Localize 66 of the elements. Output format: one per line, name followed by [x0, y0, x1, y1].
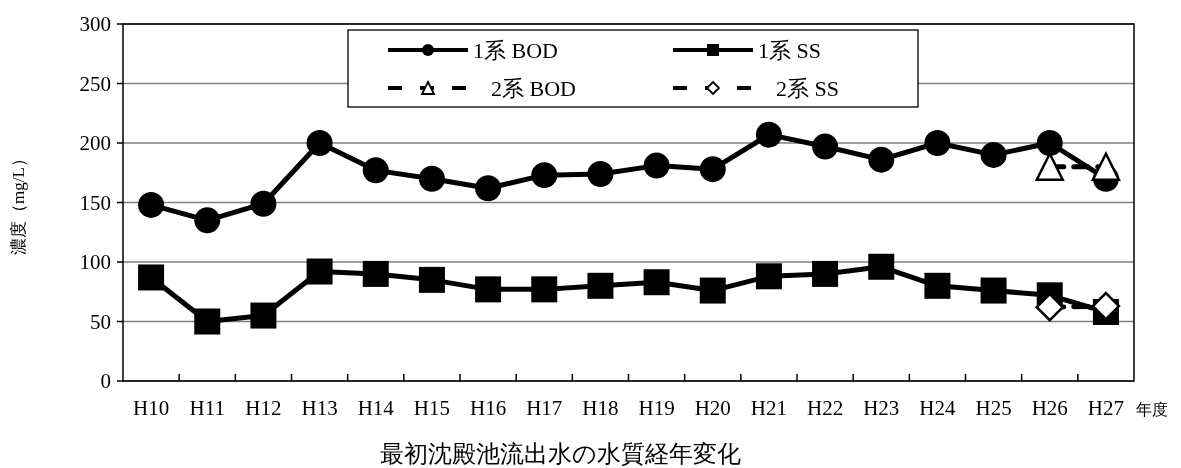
point	[755, 263, 782, 290]
point	[418, 165, 445, 192]
point	[531, 162, 558, 189]
x-tick-label: H21	[750, 396, 787, 420]
legend-label: 1系 SS	[758, 38, 821, 63]
point	[643, 152, 670, 179]
point	[531, 276, 558, 303]
text: 最初沈殿池流出水の水質経年変化	[379, 441, 741, 467]
y-tick-label: 150	[79, 190, 111, 215]
x-tick-label: H26	[1031, 396, 1068, 420]
y-tick-label: 200	[79, 131, 111, 155]
x-tick-label: H14	[357, 396, 395, 420]
x-tick-label: H24	[919, 396, 956, 420]
x-tick-label: H20	[694, 396, 731, 420]
x-tick-label: H23	[863, 396, 900, 420]
x-tick-label: H27	[1087, 396, 1124, 420]
y-tick-label: 250	[79, 71, 111, 96]
x-tick-label: H11	[189, 396, 225, 420]
point	[868, 253, 895, 280]
legend-label: 1系 BOD	[473, 38, 558, 63]
point	[138, 191, 165, 218]
x-tick-label: H15	[413, 396, 450, 420]
point	[138, 264, 165, 291]
legend-label: 2系 BOD	[491, 76, 576, 101]
x-tick-label: H16	[470, 396, 507, 420]
point	[475, 276, 502, 303]
point	[924, 130, 951, 156]
point	[699, 156, 726, 183]
point	[924, 272, 951, 299]
y-tick-label: 0	[100, 369, 111, 393]
point	[250, 190, 277, 217]
point	[1091, 291, 1121, 321]
point	[362, 157, 389, 184]
point	[194, 207, 221, 234]
x-tick-label: H12	[245, 396, 282, 420]
y-tick-label: 50	[90, 309, 111, 334]
point	[1036, 130, 1063, 156]
x-tick-label: H13	[301, 396, 338, 420]
point	[699, 277, 726, 304]
point	[980, 141, 1007, 168]
x-tick-label: H22	[807, 396, 844, 420]
point	[250, 302, 277, 329]
point	[194, 308, 221, 335]
point	[643, 269, 670, 296]
x-tick-label: H25	[975, 396, 1012, 420]
point	[812, 260, 839, 287]
x-axis-title: 年度	[1136, 401, 1168, 418]
point	[362, 260, 389, 287]
point	[868, 146, 895, 173]
y-tick-label: 300	[79, 12, 111, 36]
y-axis-title: 濃度（mg/L）	[9, 150, 28, 255]
x-tick-label: H17	[526, 396, 563, 420]
point	[306, 130, 333, 156]
point	[475, 175, 502, 202]
point	[587, 160, 614, 187]
point	[980, 277, 1007, 304]
x-tick-label: H10	[133, 396, 170, 420]
point	[587, 272, 614, 299]
x-tick-label: H19	[638, 396, 675, 420]
point	[418, 266, 445, 293]
point	[306, 258, 333, 285]
point	[755, 121, 782, 148]
legend-label: 2系 SS	[776, 76, 839, 101]
point	[812, 133, 839, 160]
y-tick-label: 100	[79, 250, 111, 274]
x-tick-label: H18	[582, 396, 619, 420]
